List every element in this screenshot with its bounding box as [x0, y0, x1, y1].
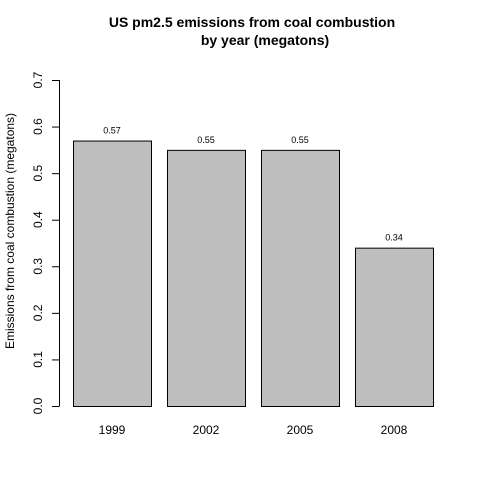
y-tick-label-0.4: 0.4: [31, 211, 45, 228]
data-labels-group: 0.57 0.55 0.55 0.34: [103, 126, 403, 243]
x-tick-label-2002: 2002: [193, 423, 220, 437]
y-tick-label-0.5: 0.5: [31, 164, 45, 181]
bar-2005: [261, 149, 340, 407]
x-tick-labels-group: 1999 2002 2005 2008: [99, 423, 408, 437]
y-axis: 0.0 0.1 0.2 0.3 0.4 0.5 0.6 0.7: [31, 71, 60, 414]
y-tick-label-0.6: 0.6: [31, 118, 45, 135]
x-tick-label-2008: 2008: [381, 423, 408, 437]
y-tick-label-0.0: 0.0: [31, 397, 45, 414]
data-label-2002: 0.55: [197, 135, 215, 145]
bars-group: [73, 140, 434, 408]
x-tick-label-1999: 1999: [99, 423, 126, 437]
chart-title-line-2: by year (megatons): [201, 32, 329, 48]
bar-2008: [355, 247, 434, 407]
y-tick-label-0.1: 0.1: [31, 351, 45, 368]
y-axis-label: Emissions from coal combustion (megatons…: [3, 113, 17, 349]
y-tick-label-0.3: 0.3: [31, 258, 45, 275]
x-tick-label-2005: 2005: [287, 423, 314, 437]
bar-1999: [73, 140, 152, 408]
bar-2002: [167, 149, 246, 407]
data-label-1999: 0.57: [103, 126, 121, 136]
data-label-2005: 0.55: [291, 135, 309, 145]
y-tick-label-0.2: 0.2: [31, 304, 45, 321]
y-tick-label-0.7: 0.7: [31, 71, 45, 88]
data-label-2008: 0.34: [385, 233, 403, 243]
chart-title-line-1: US pm2.5 emissions from coal combustion: [109, 14, 395, 30]
